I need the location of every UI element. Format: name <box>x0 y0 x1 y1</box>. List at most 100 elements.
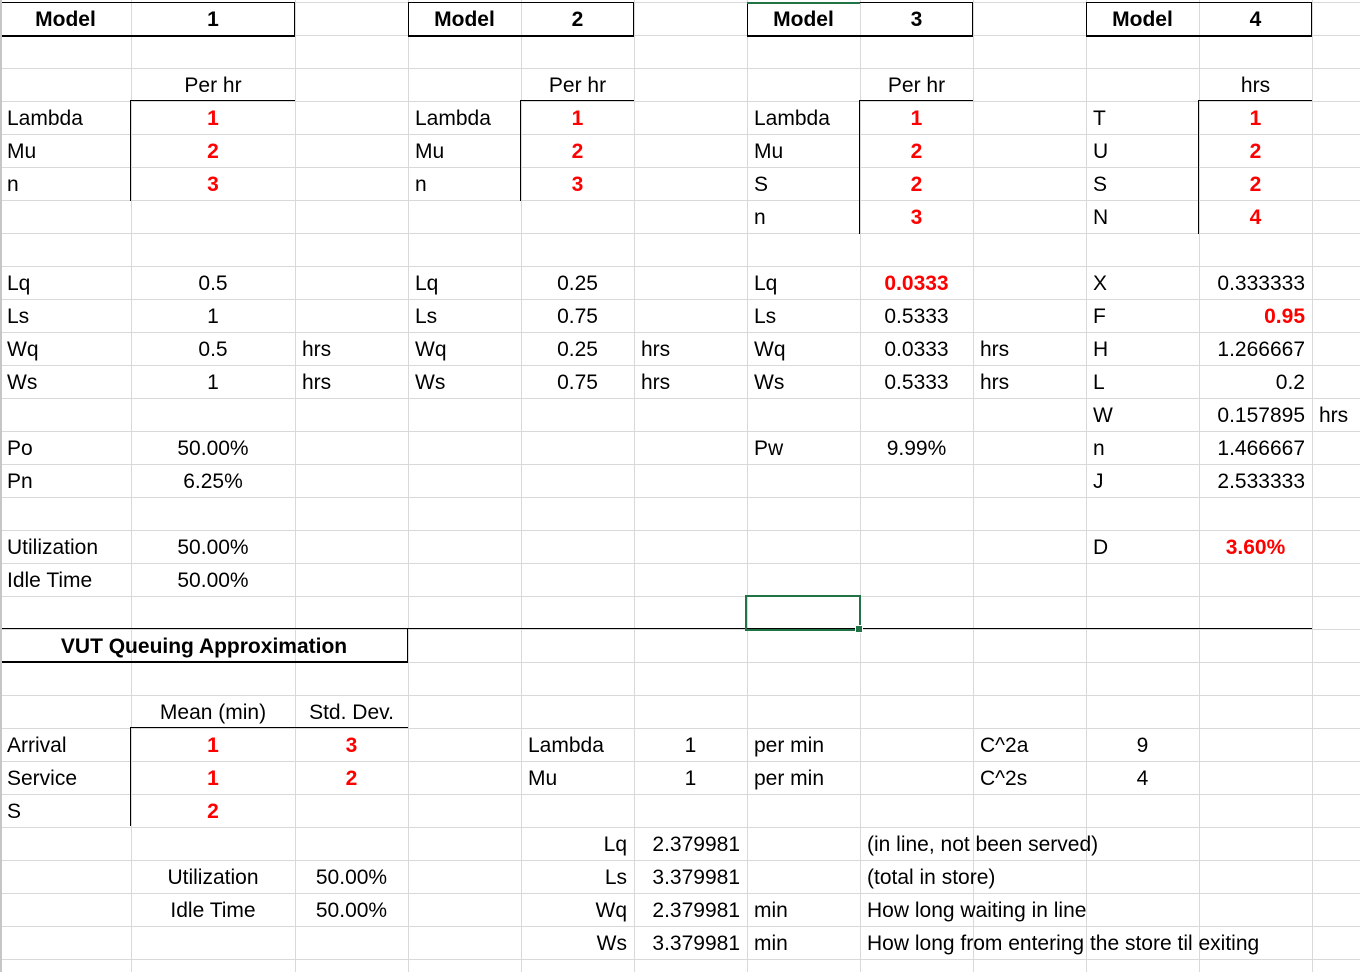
vut-mean-value[interactable]: 1 <box>207 767 219 790</box>
output-value[interactable]: 50.00% <box>177 569 249 592</box>
input-label[interactable]: n <box>754 206 766 229</box>
output-value[interactable]: 50.00% <box>177 437 249 460</box>
fill-handle[interactable] <box>855 625 863 633</box>
input-value[interactable]: 1 <box>207 107 219 130</box>
output-label[interactable]: Ls <box>754 305 777 328</box>
result-unit[interactable] <box>747 828 860 861</box>
cv-label[interactable]: C^2a <box>980 734 1029 757</box>
result-label[interactable]: Wq <box>595 899 628 922</box>
output-label[interactable]: Lq <box>754 272 778 295</box>
output-value[interactable]: 0.0333 <box>884 338 949 361</box>
result-note[interactable]: How long waiting in line <box>867 899 1087 922</box>
input-value[interactable]: 1 <box>571 107 584 130</box>
output-value[interactable]: 2.533333 <box>1217 470 1305 493</box>
output-unit[interactable] <box>634 267 747 300</box>
input-value[interactable]: 2 <box>1249 173 1262 196</box>
vut-util-value[interactable]: 50.00% <box>315 866 388 889</box>
input-label[interactable]: Mu <box>415 140 445 163</box>
result-value[interactable]: 3.379981 <box>652 866 740 889</box>
output-unit[interactable] <box>1312 465 1360 498</box>
output-label[interactable]: Ws <box>754 371 785 394</box>
input-label[interactable]: Lambda <box>415 107 491 130</box>
output-unit[interactable]: hrs <box>302 338 332 361</box>
input-label[interactable]: Lambda <box>7 107 83 130</box>
output-unit[interactable] <box>1312 366 1360 399</box>
input-value[interactable]: 3 <box>207 173 219 196</box>
output-label[interactable]: D <box>1093 536 1109 559</box>
result-label[interactable]: Lq <box>603 833 627 856</box>
output-label[interactable]: Idle Time <box>7 569 93 592</box>
output-label[interactable]: Po <box>7 437 33 460</box>
model-header-label[interactable]: Model <box>434 8 495 31</box>
output-unit[interactable] <box>1312 432 1360 465</box>
output-label[interactable]: Ls <box>415 305 438 328</box>
rate-value[interactable]: 1 <box>684 767 697 790</box>
output-unit[interactable] <box>295 300 408 333</box>
output-label[interactable]: H <box>1093 338 1109 361</box>
model-header-label[interactable]: Model <box>773 8 834 31</box>
output-label[interactable]: Pn <box>7 470 33 493</box>
output-label[interactable]: W <box>1093 404 1113 427</box>
output-label[interactable]: J <box>1093 470 1104 493</box>
output-value[interactable]: 0.5 <box>198 338 228 361</box>
output-label[interactable]: Pw <box>754 437 784 460</box>
result-unit[interactable]: min <box>754 899 788 922</box>
model-header-number[interactable]: 3 <box>910 8 923 31</box>
rate-unit[interactable]: per min <box>754 767 825 790</box>
result-note[interactable]: (total in store) <box>867 866 996 889</box>
input-label[interactable]: S <box>754 173 769 196</box>
input-label[interactable]: T <box>1093 107 1106 130</box>
result-value[interactable]: 2.379981 <box>652 899 740 922</box>
input-label[interactable]: n <box>7 173 19 196</box>
rate-unit[interactable]: per min <box>754 734 825 757</box>
result-note[interactable]: How long from entering the store til exi… <box>867 932 1260 955</box>
result-note[interactable]: (in line, not been served) <box>867 833 1099 856</box>
output-unit[interactable] <box>1312 333 1360 366</box>
result-unit[interactable]: min <box>754 932 788 955</box>
output-unit[interactable] <box>295 267 408 300</box>
result-unit[interactable] <box>747 861 860 894</box>
output-value[interactable]: 9.99% <box>886 437 947 460</box>
vut-row-label[interactable]: S <box>7 800 22 823</box>
output-value[interactable]: 0.333333 <box>1217 272 1305 295</box>
vut-util-value[interactable]: 50.00% <box>315 899 388 922</box>
output-value[interactable]: 0.75 <box>557 305 598 328</box>
column-header[interactable]: Mean (min) <box>159 701 267 724</box>
output-label[interactable]: Ls <box>7 305 30 328</box>
result-label[interactable]: Ws <box>596 932 627 955</box>
rate-value[interactable]: 1 <box>684 734 697 757</box>
vut-util-label[interactable]: Idle Time <box>170 899 256 922</box>
output-unit[interactable] <box>634 300 747 333</box>
input-value[interactable]: 2 <box>910 173 923 196</box>
cv-label[interactable]: C^2s <box>980 767 1028 790</box>
output-unit[interactable]: hrs <box>302 371 332 394</box>
result-value[interactable]: 3.379981 <box>652 932 740 955</box>
model-header-number[interactable]: 2 <box>571 8 584 31</box>
cv-value[interactable]: 4 <box>1136 767 1149 790</box>
input-label[interactable]: n <box>415 173 427 196</box>
unit-label[interactable]: Per hr <box>887 74 946 97</box>
output-label[interactable]: F <box>1093 305 1106 328</box>
input-label[interactable]: S <box>1093 173 1108 196</box>
output-value[interactable]: 0.75 <box>557 371 598 394</box>
selected-cell[interactable] <box>745 595 863 633</box>
output-value[interactable]: 3.60% <box>1225 536 1286 559</box>
output-label[interactable]: n <box>1093 437 1105 460</box>
output-value[interactable]: 0.5333 <box>884 305 949 328</box>
input-label[interactable]: U <box>1093 140 1109 163</box>
output-value[interactable]: 0.5 <box>198 272 228 295</box>
vut-std-value[interactable]: 3 <box>345 734 358 757</box>
vut-util-label[interactable]: Utilization <box>167 866 259 889</box>
model-header-number[interactable]: 1 <box>207 8 219 31</box>
output-value[interactable]: 1.466667 <box>1217 437 1305 460</box>
input-value[interactable]: 2 <box>1249 140 1262 163</box>
input-label[interactable]: Mu <box>754 140 784 163</box>
vut-title[interactable]: VUT Queuing Approximation <box>60 635 348 658</box>
cv-value[interactable]: 9 <box>1136 734 1149 757</box>
input-label[interactable]: N <box>1093 206 1109 229</box>
output-unit[interactable]: hrs <box>1319 404 1349 427</box>
unit-label[interactable]: Per hr <box>548 74 607 97</box>
rate-label[interactable]: Lambda <box>528 734 604 757</box>
unit-label[interactable]: hrs <box>1240 74 1271 97</box>
